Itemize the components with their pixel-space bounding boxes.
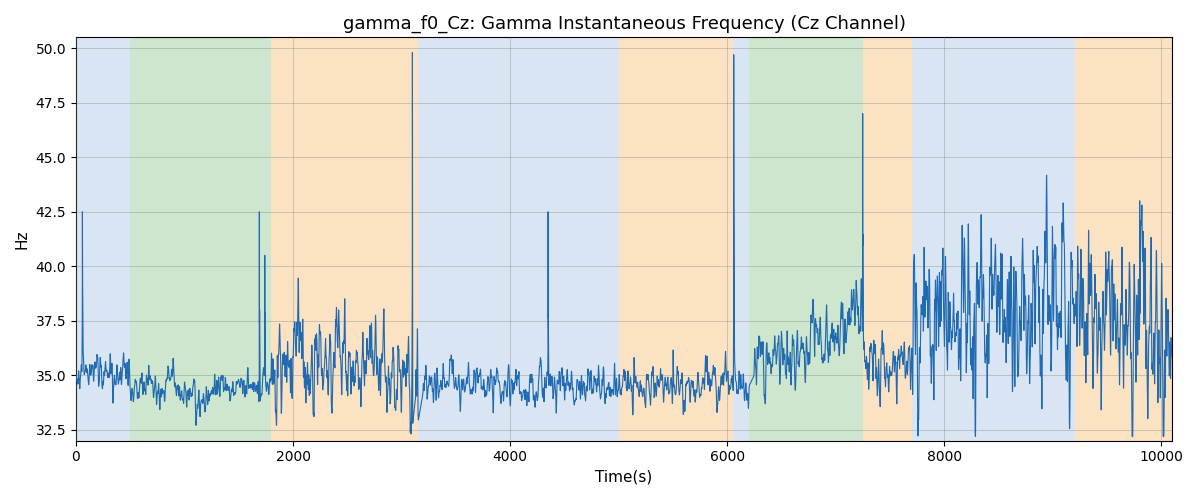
X-axis label: Time(s): Time(s): [595, 470, 653, 485]
Title: gamma_f0_Cz: Gamma Instantaneous Frequency (Cz Channel): gamma_f0_Cz: Gamma Instantaneous Frequen…: [342, 15, 906, 34]
Bar: [271, 38, 418, 440]
Bar: [912, 38, 1074, 440]
Bar: [1074, 38, 1183, 440]
Bar: [418, 38, 619, 440]
Bar: [863, 38, 912, 440]
Bar: [749, 38, 863, 440]
Y-axis label: Hz: Hz: [14, 230, 30, 249]
Bar: [733, 38, 749, 440]
Bar: [130, 38, 271, 440]
Bar: [619, 38, 733, 440]
Bar: [76, 38, 130, 440]
